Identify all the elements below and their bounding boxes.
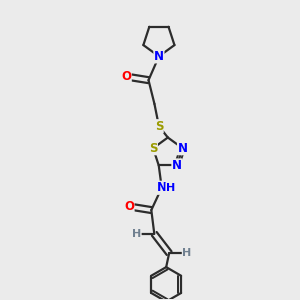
- Text: N: N: [172, 159, 182, 172]
- Text: N: N: [178, 142, 188, 155]
- Text: H: H: [166, 183, 175, 193]
- Text: H: H: [132, 229, 141, 239]
- Text: N: N: [157, 181, 167, 194]
- Text: O: O: [121, 70, 131, 83]
- Text: H: H: [164, 183, 174, 193]
- Text: S: S: [149, 142, 158, 155]
- Text: H: H: [182, 248, 192, 258]
- Text: N: N: [154, 50, 164, 63]
- Text: S: S: [155, 120, 163, 133]
- Text: O: O: [124, 200, 134, 213]
